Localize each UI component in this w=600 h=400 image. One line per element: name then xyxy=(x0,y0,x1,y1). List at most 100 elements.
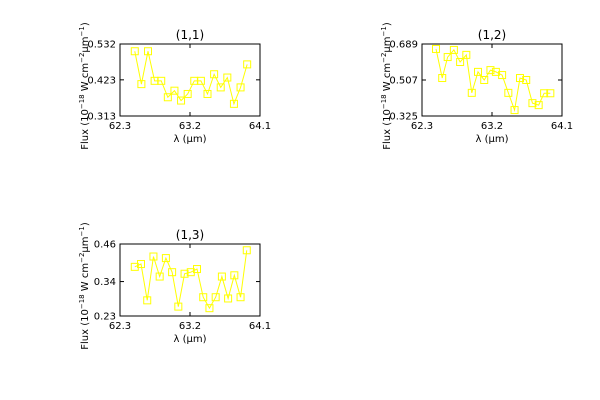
data-marker xyxy=(211,293,220,302)
data-marker xyxy=(137,80,146,89)
data-marker xyxy=(199,293,208,302)
data-marker xyxy=(438,74,447,83)
x-tick-label: 63.2 xyxy=(179,121,201,132)
data-marker xyxy=(183,89,192,98)
data-marker xyxy=(504,88,513,97)
data-marker xyxy=(432,44,440,53)
y-axis-label-part: Flux (10 xyxy=(382,109,393,150)
data-marker xyxy=(144,47,152,56)
data-marker xyxy=(143,296,152,305)
data-marker xyxy=(516,74,524,83)
data-marker xyxy=(510,106,519,115)
y-axis-label: Flux (10−18 W cm−2μm−1) xyxy=(380,22,393,150)
y-tick-label: 0.34 xyxy=(94,277,116,288)
subplot-title: (1,2) xyxy=(478,28,506,42)
data-marker xyxy=(163,93,172,102)
data-marker xyxy=(193,265,201,274)
plot-frame xyxy=(119,243,261,317)
data-marker xyxy=(149,252,158,261)
data-marker xyxy=(130,262,139,271)
data-marker xyxy=(174,302,183,311)
data-marker xyxy=(540,89,549,98)
data-marker xyxy=(456,58,465,66)
data-marker xyxy=(243,60,252,69)
data-marker xyxy=(449,45,458,54)
subplot: (1,2) 62.3 63.2 64.1 0.325 0.507 0.689 λ (μm) Fl… xyxy=(380,22,573,150)
x-axis-label: λ (μm) xyxy=(173,134,206,145)
y-axis-label-part: ) xyxy=(382,22,393,26)
data-line xyxy=(134,250,248,310)
y-axis-label-part: Flux (10 xyxy=(80,109,91,150)
data-marker xyxy=(155,272,164,281)
y-tick-label: 0.46 xyxy=(94,240,116,251)
data-marker xyxy=(217,272,226,281)
y-axis-label-part: ) xyxy=(80,22,91,26)
y-tick-label: 0.532 xyxy=(87,40,116,51)
subplot: (1,3) 62.3 63.2 64.1 0.23 0.34 0.46 λ (μm) Flux … xyxy=(78,222,271,350)
data-marker xyxy=(498,71,507,80)
x-tick-label: 62.3 xyxy=(411,121,433,132)
data-marker xyxy=(236,83,245,92)
y-tick-label: 0.313 xyxy=(87,112,116,123)
y-axis-label: Flux (10−18 W cm−2μm−1) xyxy=(78,222,91,350)
data-marker xyxy=(443,53,452,62)
x-tick-label: 63.2 xyxy=(481,121,503,132)
y-axis-label-part: −2 xyxy=(78,53,86,63)
data-marker xyxy=(462,50,471,59)
data-marker xyxy=(177,96,186,105)
data-marker xyxy=(242,246,251,255)
y-axis-label-part: −18 xyxy=(78,294,86,309)
data-marker xyxy=(170,86,179,95)
data-marker xyxy=(486,66,495,75)
y-tick-label: 0.507 xyxy=(389,76,418,87)
data-marker xyxy=(205,304,214,313)
data-marker xyxy=(180,269,189,278)
data-marker xyxy=(534,101,543,110)
data-line xyxy=(435,48,551,113)
data-marker xyxy=(480,76,489,84)
y-axis-label-part: −1 xyxy=(78,226,86,236)
x-tick-label: 64.1 xyxy=(249,321,271,332)
data-marker xyxy=(522,76,531,84)
data-marker xyxy=(528,99,537,108)
data-marker xyxy=(546,89,555,98)
data-marker xyxy=(230,271,239,280)
y-axis-label-part: −18 xyxy=(78,94,86,109)
x-tick-label: 63.2 xyxy=(179,321,201,332)
subplot: (1,1) 62.3 63.2 64.1 0.313 0.423 0.532 λ (μm) Fl… xyxy=(78,22,271,150)
y-axis-label: Flux (10−18 W cm−2μm−1) xyxy=(78,22,91,150)
data-line xyxy=(134,51,248,106)
data-marker xyxy=(168,268,177,277)
x-axis-label: λ (μm) xyxy=(173,334,206,345)
data-marker xyxy=(157,76,166,85)
data-marker xyxy=(216,83,225,92)
y-axis-label-part: μm xyxy=(80,236,91,252)
data-marker xyxy=(203,89,212,98)
x-axis-label: λ (μm) xyxy=(475,134,508,145)
data-marker xyxy=(236,293,245,302)
y-axis-label-part: W cm xyxy=(382,63,393,94)
y-axis-label-part: −2 xyxy=(78,253,86,263)
y-axis-label-part: Flux (10 xyxy=(80,309,91,350)
y-tick-label: 0.689 xyxy=(389,40,418,51)
y-axis-label-part: W cm xyxy=(80,63,91,94)
subplot-title: (1,1) xyxy=(176,28,204,42)
y-tick-label: 0.325 xyxy=(389,112,418,123)
y-axis-label-part: μm xyxy=(382,36,393,52)
data-marker xyxy=(137,260,145,269)
data-marker xyxy=(467,88,476,97)
x-tick-label: 62.3 xyxy=(109,321,131,332)
y-axis-label-part: W cm xyxy=(80,263,91,294)
data-marker xyxy=(474,67,482,76)
x-tick-label: 64.1 xyxy=(551,121,573,132)
plot-frame xyxy=(421,43,563,117)
x-tick-label: 62.3 xyxy=(109,121,131,132)
data-marker xyxy=(130,47,139,56)
x-tick-label: 64.1 xyxy=(249,121,271,132)
y-axis-label-part: ) xyxy=(80,222,91,226)
data-marker xyxy=(161,254,170,263)
data-marker xyxy=(229,99,238,108)
data-marker xyxy=(223,73,232,82)
y-axis-label-part: μm xyxy=(80,36,91,52)
